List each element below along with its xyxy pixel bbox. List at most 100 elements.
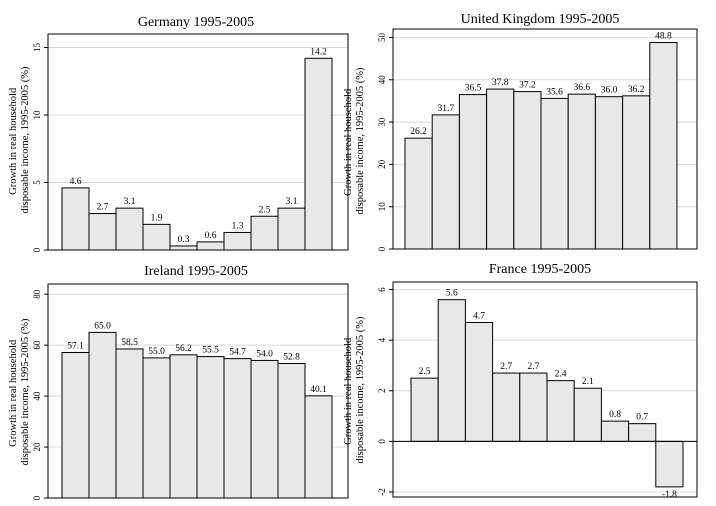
bar [649, 42, 678, 250]
bar [410, 377, 439, 442]
bar [431, 114, 460, 250]
y-axis-label-line1: Growth in real household [8, 339, 19, 447]
plot-frame [392, 28, 698, 250]
data-label: 5.6 [446, 289, 458, 299]
y-tick-label: 4 [377, 337, 387, 342]
data-label: 31.7 [437, 104, 454, 114]
data-label: 36.0 [601, 86, 618, 96]
bar [304, 57, 333, 251]
data-label: 2.7 [527, 362, 539, 372]
data-label: 48.8 [655, 32, 672, 42]
bar [404, 137, 433, 250]
data-label: 55.0 [148, 347, 165, 357]
data-label: 36.5 [465, 84, 482, 94]
data-label: 2.5 [419, 367, 431, 377]
data-label: 57.1 [67, 342, 84, 352]
bar [458, 94, 488, 250]
bar [464, 321, 494, 442]
bar [622, 95, 651, 250]
y-axis-label-line2: disposable income, 1995-2005 (%) [355, 67, 366, 214]
bar [142, 357, 171, 499]
y-axis-label-france: Growth in real household disposable inco… [343, 316, 366, 463]
plot-frame [47, 33, 349, 251]
y-axis-label-ireland: Growth in real household disposable inco… [8, 318, 31, 465]
y-tick-label: 20 [32, 442, 42, 452]
data-label: 36.6 [573, 83, 590, 93]
y-axis-label-germany: Growth in real household disposable inco… [8, 66, 31, 213]
data-label: 2.7 [500, 362, 512, 372]
y-tick-label: 6 [377, 287, 387, 292]
bar [169, 245, 198, 251]
data-label: 54.0 [256, 349, 273, 359]
bar [628, 423, 657, 442]
bar [573, 387, 602, 442]
bar [61, 352, 90, 499]
data-label: 40.1 [310, 385, 327, 395]
panel-title-germany: Germany 1995-2005 [138, 15, 254, 30]
data-label: 0.7 [636, 413, 648, 423]
y-tick-label: 0 [32, 247, 42, 252]
data-label: 3.1 [124, 197, 136, 207]
bar [88, 213, 117, 251]
bar [567, 93, 596, 250]
y-tick-label: 40 [377, 75, 387, 85]
bar [437, 299, 466, 442]
y-axis-label-line1: Growth in real household [343, 88, 354, 196]
bar [142, 223, 171, 251]
data-label: 54.7 [229, 348, 246, 358]
y-tick-label: 30 [377, 117, 387, 127]
data-label: 58.5 [121, 338, 138, 348]
bar [115, 207, 144, 251]
data-label: 37.8 [492, 78, 509, 88]
bar [169, 354, 198, 499]
y-tick-label: 0 [32, 495, 42, 500]
y-tick-label: 10 [377, 202, 387, 212]
data-label: 26.2 [410, 127, 427, 137]
bar [513, 91, 542, 250]
y-tick-label: 2 [377, 389, 387, 394]
y-tick-label: 15 [32, 43, 42, 53]
y-tick-label: 50 [377, 32, 387, 42]
bar [594, 96, 624, 250]
panel-title-united-kingdom: United Kingdom 1995-2005 [461, 12, 620, 27]
y-axis-label-line1: Growth in real household [8, 87, 19, 195]
data-label: 1.3 [232, 221, 244, 231]
bar [223, 231, 252, 251]
data-label: 3.1 [286, 197, 298, 207]
bar [519, 372, 548, 442]
bar [88, 331, 117, 499]
data-label: 36.2 [628, 85, 645, 95]
data-label: 0.3 [178, 235, 190, 245]
bar [250, 359, 279, 499]
y-tick-label: -2 [377, 488, 387, 496]
y-tick-label: 0 [377, 246, 387, 251]
panel-title-france: France 1995-2005 [489, 262, 591, 277]
y-tick-label: 20 [377, 159, 387, 169]
data-label: 65.0 [94, 321, 111, 331]
y-tick-label: 40 [32, 391, 42, 401]
data-label: 4.6 [70, 177, 82, 187]
data-label: 1.9 [151, 213, 163, 223]
bar [196, 241, 225, 251]
panel-ireland: Ireland 1995-2005 Growth in real househo… [8, 264, 349, 500]
data-label: 52.8 [283, 352, 300, 362]
bar [540, 97, 569, 250]
data-label: 37.2 [519, 81, 536, 91]
bar [277, 362, 306, 499]
y-tick-label: 60 [32, 340, 42, 350]
y-axis-label-line2: disposable income, 1995-2005 (%) [20, 66, 31, 213]
bar [277, 207, 306, 251]
data-label: 56.2 [175, 344, 192, 354]
bar [304, 395, 333, 499]
bar [655, 440, 684, 488]
bar [492, 372, 521, 442]
bar [250, 215, 279, 251]
panel-title-ireland: Ireland 1995-2005 [144, 264, 248, 279]
data-label: 2.1 [582, 377, 594, 387]
data-label: -1.8 [662, 490, 677, 500]
data-label: 35.6 [546, 87, 563, 97]
y-axis-label-line1: Growth in real household [343, 337, 354, 445]
bar [61, 187, 90, 251]
bar [486, 88, 515, 250]
